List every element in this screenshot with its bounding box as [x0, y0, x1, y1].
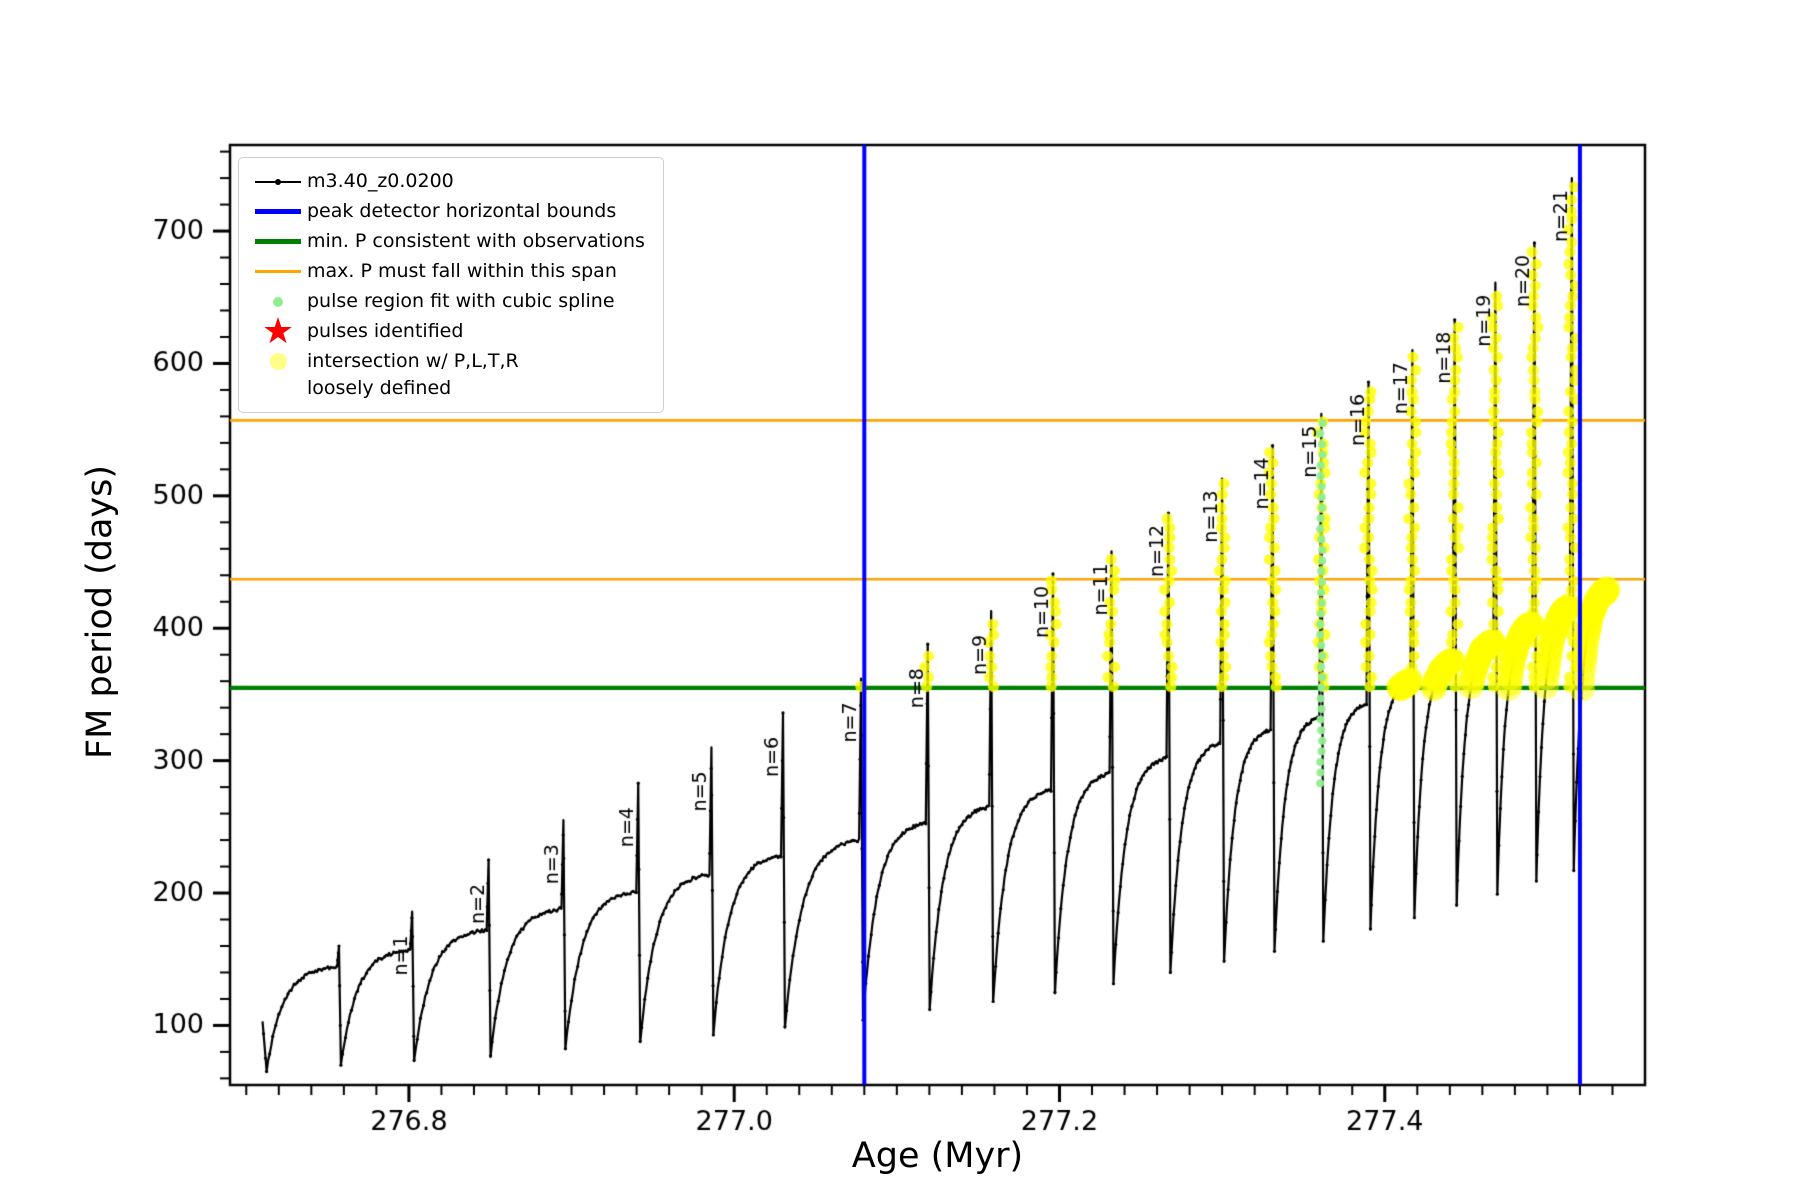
legend-item-1: m3.40_z0.0200 [249, 168, 645, 195]
legend-item-5: pulse region fit with cubic spline [249, 288, 645, 315]
legend-item-label: pulse region fit with cubic spline [307, 290, 615, 312]
pulse-star-icon: ★ [261, 311, 295, 352]
legend-item-2: peak detector horizontal bounds [249, 198, 645, 225]
legend-item-7: intersection w/ P,L,T,R loosely defined [249, 348, 645, 402]
x-axis-label: Age (Myr) [851, 1136, 1024, 1176]
legend-item-3: min. P consistent with observations [249, 228, 645, 255]
legend-item-label: max. P must fall within this span [307, 260, 617, 282]
y-axis-label: FM period (days) [80, 465, 120, 759]
legend-item-label: min. P consistent with observations [307, 230, 645, 252]
legend-item-label: m3.40_z0.0200 [307, 170, 454, 192]
legend-item-label: pulses identified [307, 320, 464, 342]
legend-item-4: max. P must fall within this span [249, 258, 645, 285]
green-minP-line-icon [249, 228, 307, 255]
legend-item-6: ★ pulses identified [249, 311, 645, 352]
legend-item-label: intersection w/ P,L,T,R loosely defined [307, 350, 519, 399]
intersection-dot-icon [249, 348, 307, 375]
spline-dot-icon [249, 288, 307, 315]
legend-item-label: peak detector horizontal bounds [307, 200, 617, 222]
series-line-icon [249, 168, 307, 195]
blue-bound-line-icon [249, 198, 307, 225]
orange-span-line-icon [249, 258, 307, 285]
